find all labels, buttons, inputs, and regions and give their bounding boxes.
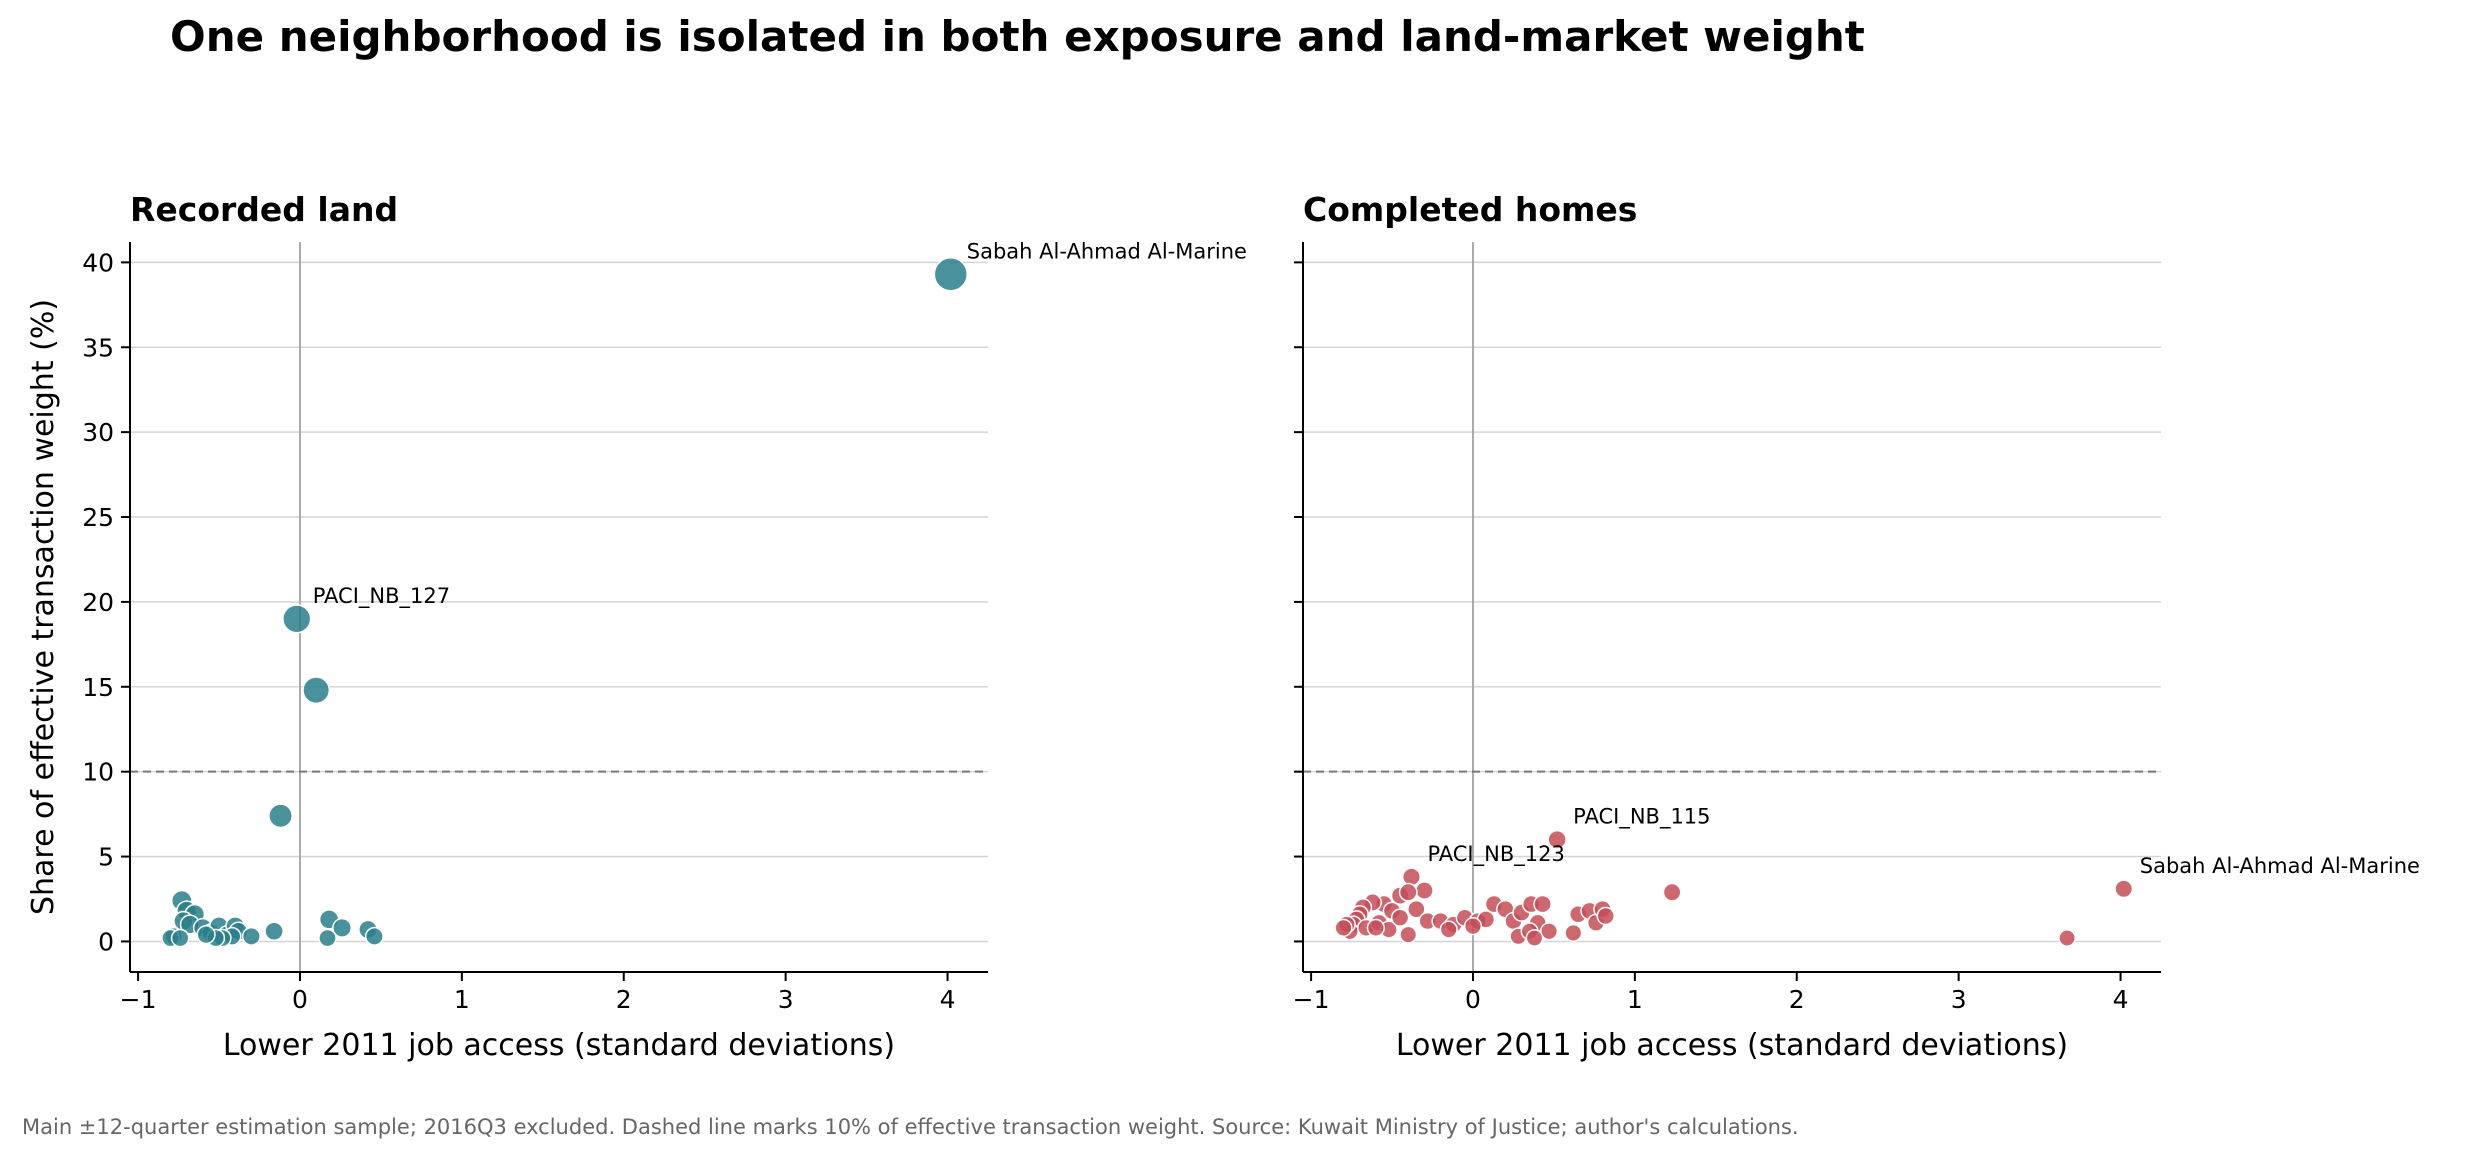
x-tick-label: 1 — [1627, 985, 1643, 1014]
data-point — [1596, 906, 1615, 926]
data-point — [933, 257, 968, 292]
x-tick-label: 3 — [778, 985, 794, 1014]
x-tick-label: 3 — [1951, 985, 1967, 1014]
data-point — [332, 917, 353, 938]
data-point — [196, 925, 216, 945]
data-point — [1463, 917, 1483, 936]
x-tick-label: 4 — [940, 985, 956, 1014]
y-tick-label: 0 — [98, 927, 114, 956]
data-point — [1390, 908, 1410, 927]
y-tick-label: 20 — [82, 588, 114, 617]
data-point — [241, 926, 261, 946]
x-tick-label: 0 — [292, 985, 308, 1014]
data-point — [1366, 918, 1385, 937]
data-point — [268, 803, 293, 829]
data-point — [1662, 882, 1682, 902]
data-point — [264, 921, 284, 942]
x-axis-label: Lower 2011 job access (standard deviatio… — [223, 1028, 895, 1063]
data-point — [1334, 918, 1353, 937]
data-point — [1407, 899, 1426, 919]
y-tick-label: 5 — [98, 843, 114, 872]
x-axis-label: Lower 2011 job access (standard deviatio… — [1396, 1028, 2068, 1063]
data-point — [1401, 867, 1421, 887]
data-point — [1399, 925, 1418, 944]
panel-title: Completed homes — [1303, 190, 1637, 229]
panel-homes: −1 0 1 2 3 4 Completed homes Lower 2011 job acc… — [1293, 190, 2420, 1063]
point-annotation: Sabah Al-Ahmad Al-Marine — [2140, 854, 2420, 878]
data-point — [1564, 923, 1583, 942]
data-point — [1414, 881, 1434, 900]
data-point — [318, 928, 337, 948]
y-tick-label: 10 — [82, 758, 114, 787]
data-point — [364, 926, 384, 946]
point-annotation: PACI_NB_123 — [1427, 842, 1564, 867]
data-point — [1540, 922, 1559, 941]
x-tick-label: 1 — [454, 985, 470, 1014]
data-point — [2058, 929, 2077, 947]
x-tick-label: −1 — [120, 985, 157, 1014]
chart-title: One neighborhood is isolated in both exp… — [170, 12, 1865, 61]
y-tick-label: 30 — [82, 418, 114, 447]
y-tick-label: 40 — [82, 248, 114, 277]
point-annotation: PACI_NB_127 — [313, 584, 450, 609]
data-point — [282, 604, 312, 634]
x-tick-label: 4 — [2113, 985, 2129, 1014]
data-point — [302, 676, 331, 705]
data-point — [1547, 829, 1567, 850]
data-point — [170, 928, 190, 948]
data-point — [1439, 920, 1458, 939]
data-point — [1533, 894, 1552, 914]
panel-title: Recorded land — [130, 190, 398, 229]
y-axis-label: Share of effective transaction weight (%… — [26, 299, 61, 915]
point-annotation: Sabah Al-Ahmad Al-Marine — [967, 239, 1247, 263]
data-point — [1525, 929, 1544, 947]
x-tick-label: 2 — [616, 985, 632, 1014]
source-footnote: Main ±12-quarter estimation sample; 2016… — [22, 1115, 1799, 1139]
x-tick-label: −1 — [1293, 985, 1330, 1014]
y-tick-label: 35 — [82, 333, 114, 362]
y-tick-label: 15 — [82, 673, 114, 702]
x-tick-label: 2 — [1789, 985, 1805, 1014]
x-tick-label: 0 — [1465, 985, 1481, 1014]
data-point — [1398, 882, 1418, 902]
y-tick-label: 25 — [82, 503, 114, 532]
data-point — [2114, 879, 2134, 899]
point-annotation: PACI_NB_115 — [1573, 805, 1710, 830]
